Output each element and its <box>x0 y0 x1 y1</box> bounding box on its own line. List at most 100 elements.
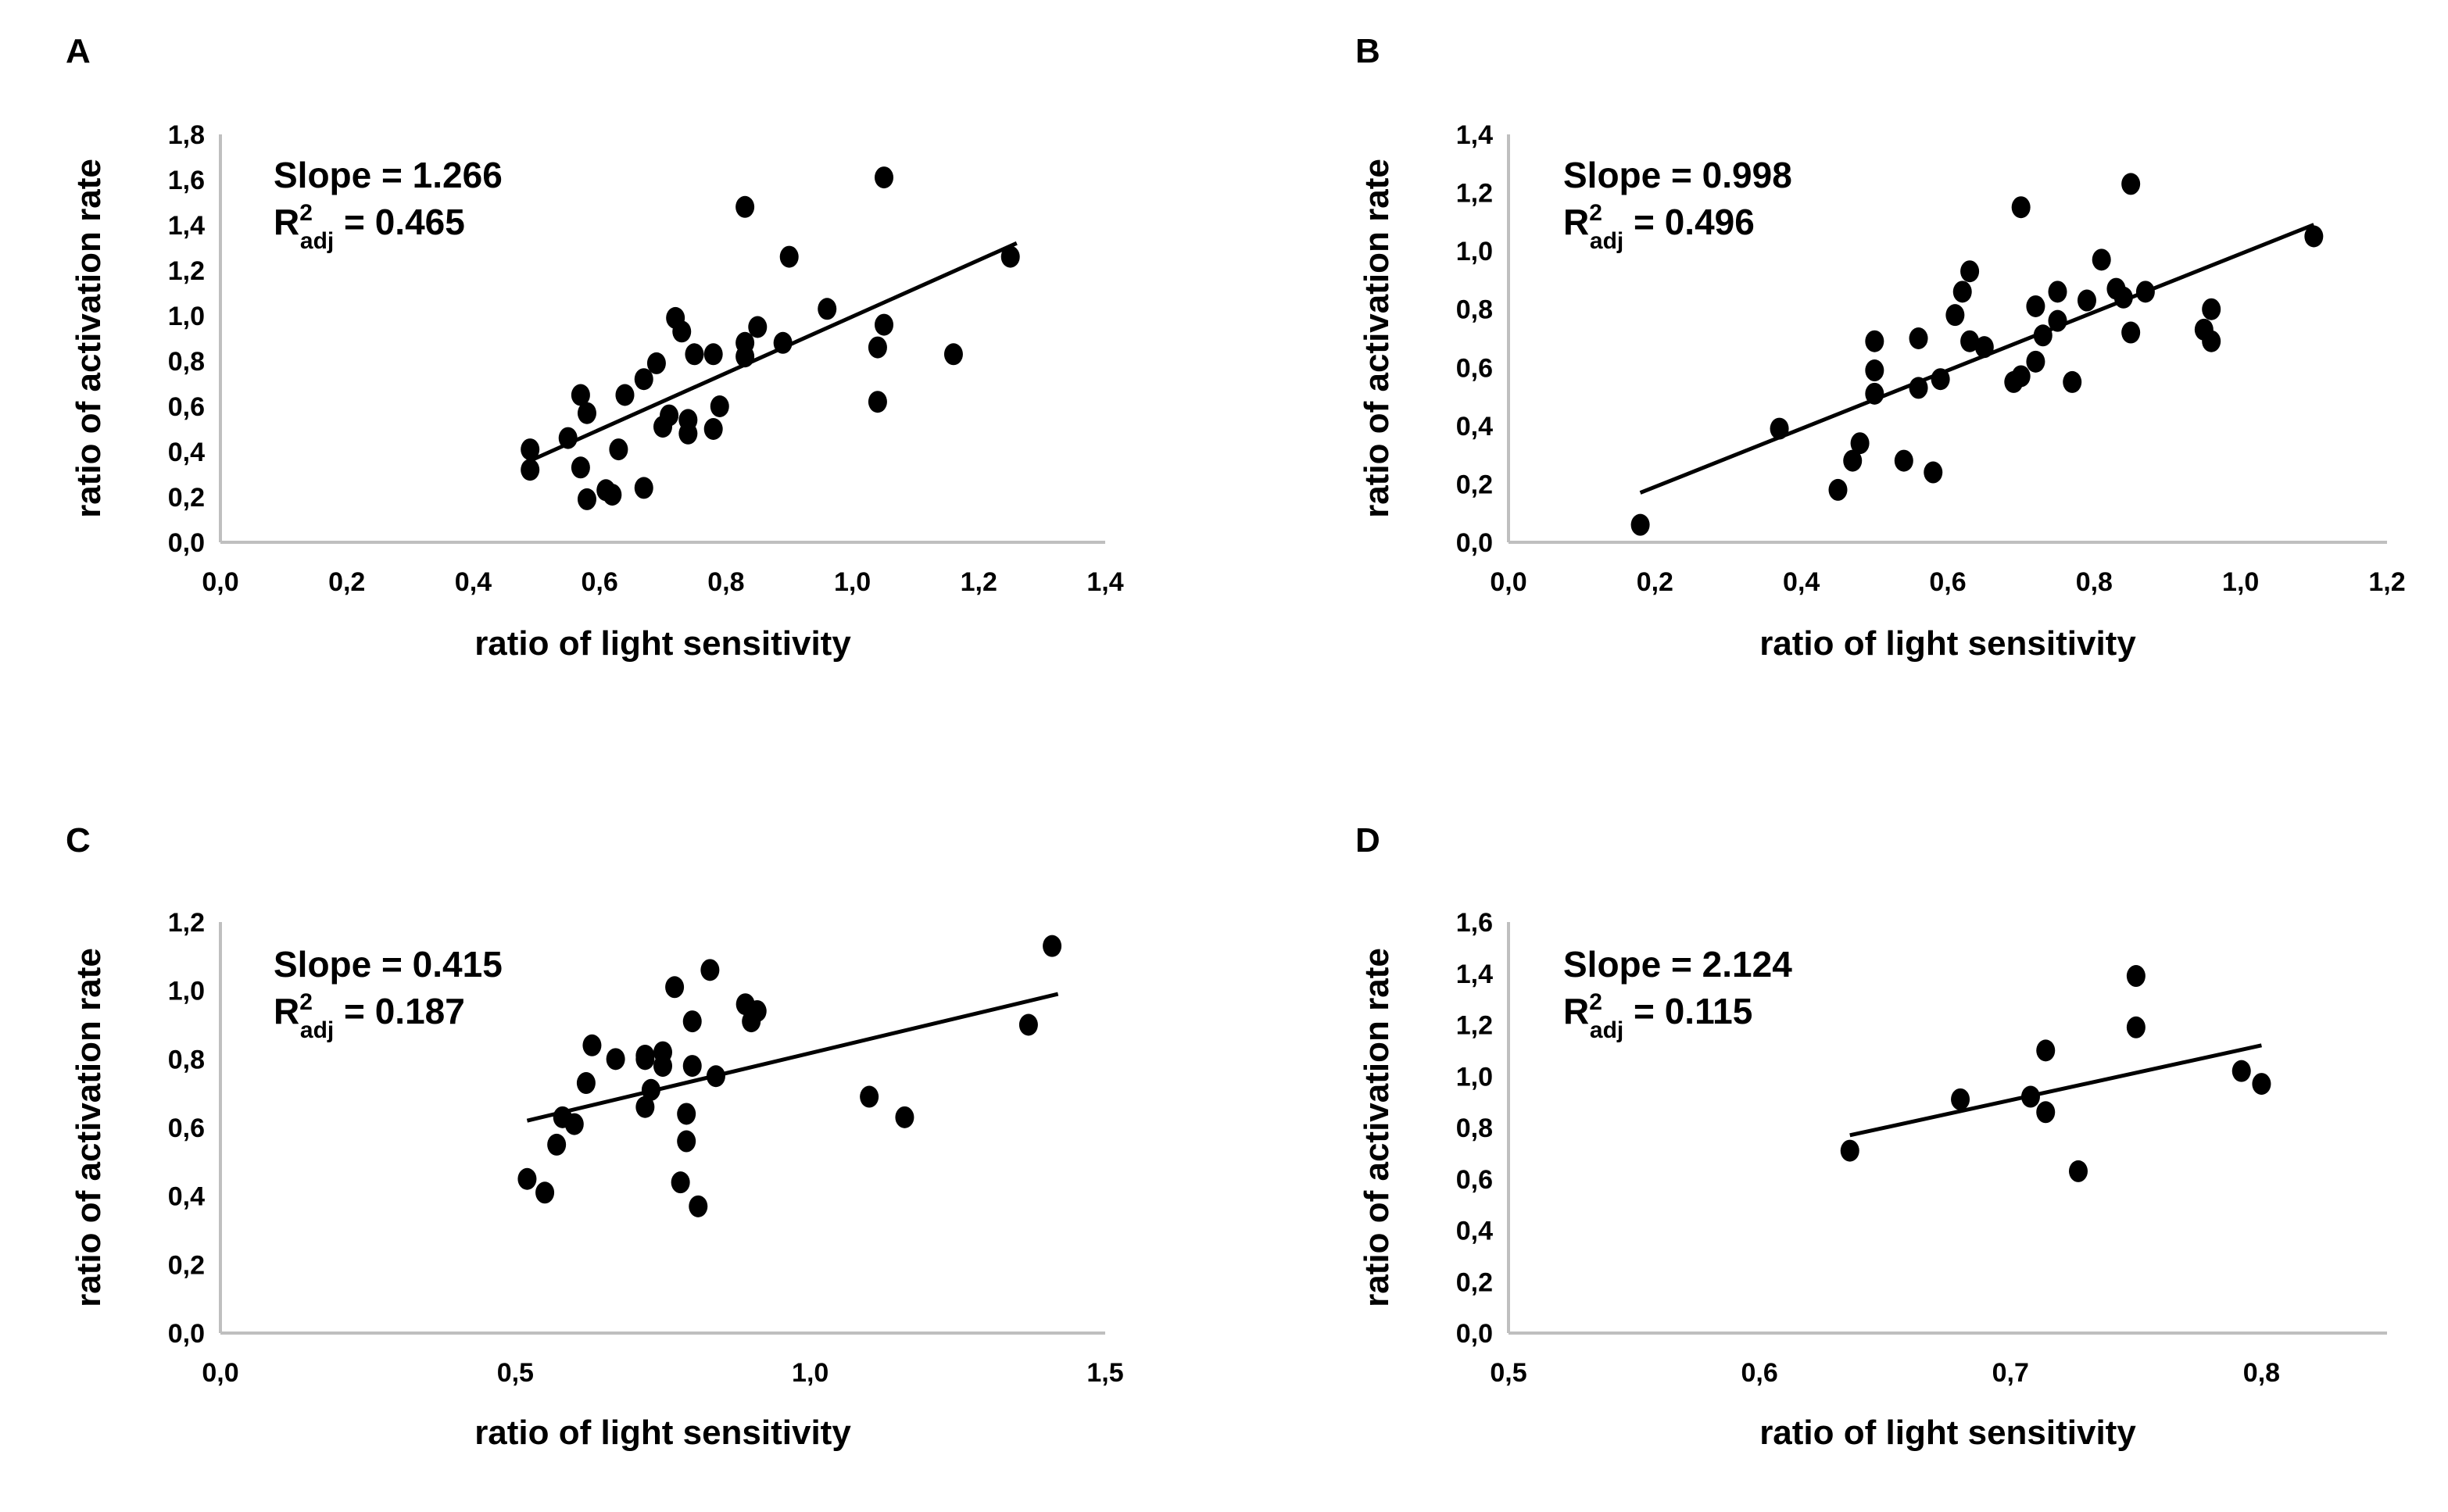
data-point <box>1909 327 1928 349</box>
data-point <box>685 343 704 366</box>
data-point <box>689 1195 708 1217</box>
regression-line <box>529 241 1018 463</box>
r2-value: = 0.465 <box>334 202 465 242</box>
data-point <box>2126 965 2146 988</box>
r2-annotation: R2 adj = 0.115 <box>1563 989 1752 1043</box>
data-point <box>2092 248 2111 271</box>
data-point <box>748 316 768 338</box>
r2-subscript: adj <box>300 228 334 254</box>
y-tick-label: 0,0 <box>168 1319 205 1349</box>
y-axis-title: ratio of activation rate <box>70 159 108 518</box>
x-tick-label: 1,0 <box>834 567 871 597</box>
data-point <box>571 384 590 406</box>
y-tick-label: 0,8 <box>1456 295 1493 325</box>
data-point <box>2068 1160 2088 1182</box>
data-point <box>1043 935 1062 957</box>
y-tick-label: 0,6 <box>1456 1165 1493 1195</box>
panel-letter: B <box>1355 32 1380 70</box>
y-tick-label: 1,2 <box>168 908 205 938</box>
data-point <box>547 1133 567 1156</box>
data-point <box>779 245 799 268</box>
data-point <box>682 1010 702 1033</box>
data-point <box>634 368 653 391</box>
y-tick-label: 1,4 <box>1456 120 1493 150</box>
y-tick-label: 1,4 <box>168 211 205 241</box>
y-tick-label: 0,8 <box>168 347 205 377</box>
y-tick-label: 0,0 <box>1456 1319 1493 1349</box>
regression-line <box>1849 1043 2262 1138</box>
y-tick-label: 0,2 <box>1456 470 1493 499</box>
data-point <box>653 1055 672 1078</box>
data-point <box>576 1072 596 1095</box>
data-point <box>2011 365 2031 388</box>
data-point <box>2026 350 2045 373</box>
data-point <box>2011 196 2031 219</box>
y-tick-label: 1,2 <box>1456 1011 1493 1041</box>
y-tick-label: 0,6 <box>1456 353 1493 383</box>
data-point <box>2231 1060 2251 1082</box>
data-point <box>521 459 540 481</box>
r2-value: = 0.115 <box>1623 991 1752 1031</box>
data-point <box>2063 370 2082 393</box>
data-point <box>564 1113 584 1135</box>
y-tick-label: 1,6 <box>1456 908 1493 938</box>
data-point <box>582 1034 602 1056</box>
data-point <box>735 195 755 218</box>
data-point <box>635 1044 655 1067</box>
data-point <box>700 959 720 981</box>
y-axis-title: ratio of activation rate <box>1358 948 1396 1307</box>
x-tick-label: 0,2 <box>328 567 365 597</box>
y-tick-label: 0,6 <box>168 392 205 422</box>
data-point <box>1960 330 1980 352</box>
slope-annotation: Slope = 0.998 <box>1563 155 1792 195</box>
r2-superscript: 2 <box>1589 989 1602 1015</box>
x-axis-title: ratio of light sensitivity <box>474 624 851 663</box>
y-tick-label: 0,4 <box>168 1182 205 1212</box>
r2-symbol: R <box>1563 202 1589 242</box>
panel-letter: C <box>66 821 91 860</box>
x-tick-label: 0,7 <box>1992 1358 2029 1388</box>
data-point <box>1630 513 1650 536</box>
y-tick-label: 0,8 <box>1456 1113 1493 1143</box>
data-point <box>671 1171 690 1194</box>
x-tick-label: 1,5 <box>1086 1358 1123 1388</box>
x-tick-label: 0,0 <box>202 1358 238 1388</box>
y-tick-label: 0,4 <box>1456 412 1493 441</box>
data-point <box>895 1106 914 1128</box>
data-point <box>1850 432 1870 455</box>
slope-annotation: Slope = 1.266 <box>274 155 503 195</box>
data-point <box>875 313 893 336</box>
y-tick-label: 1,0 <box>168 977 205 1006</box>
x-axis-title: ratio of light sensitivity <box>1759 1414 2136 1452</box>
data-point <box>615 384 635 406</box>
x-tick-label: 1,4 <box>1086 567 1123 597</box>
data-point <box>2202 298 2221 320</box>
data-point <box>1952 281 1972 303</box>
x-tick-label: 0,0 <box>1490 567 1526 597</box>
data-point <box>1924 461 1943 484</box>
data-point <box>660 404 679 427</box>
x-tick-label: 0,5 <box>1490 1358 1526 1388</box>
x-tick-label: 1,0 <box>792 1358 829 1388</box>
regression-line <box>526 992 1059 1123</box>
data-point <box>2036 1039 2056 1062</box>
data-point <box>710 395 729 417</box>
data-point <box>672 320 692 343</box>
x-tick-label: 1,2 <box>961 567 997 597</box>
data-point <box>1000 245 1020 268</box>
r2-subscript: adj <box>300 1017 334 1043</box>
y-tick-label: 0,2 <box>168 1250 205 1280</box>
y-tick-label: 0,4 <box>168 438 205 467</box>
x-tick-label: 0,4 <box>455 567 492 597</box>
y-tick-label: 0,6 <box>168 1113 205 1143</box>
x-tick-label: 0,5 <box>497 1358 534 1388</box>
data-point <box>1894 449 1913 472</box>
panel-a: A 0,0 0,2 0,4 0,6 0,8 1,0 1,2 1,4 1,6 1,8 0,0 0,2 0,4… <box>66 32 1124 663</box>
data-point <box>1951 1088 1970 1110</box>
data-point <box>868 336 887 359</box>
data-point <box>2304 225 2324 248</box>
data-point <box>2048 281 2067 303</box>
r2-subscript: adj <box>1590 1017 1623 1043</box>
data-point <box>678 422 698 445</box>
y-tick-label: 1,0 <box>1456 1062 1493 1092</box>
